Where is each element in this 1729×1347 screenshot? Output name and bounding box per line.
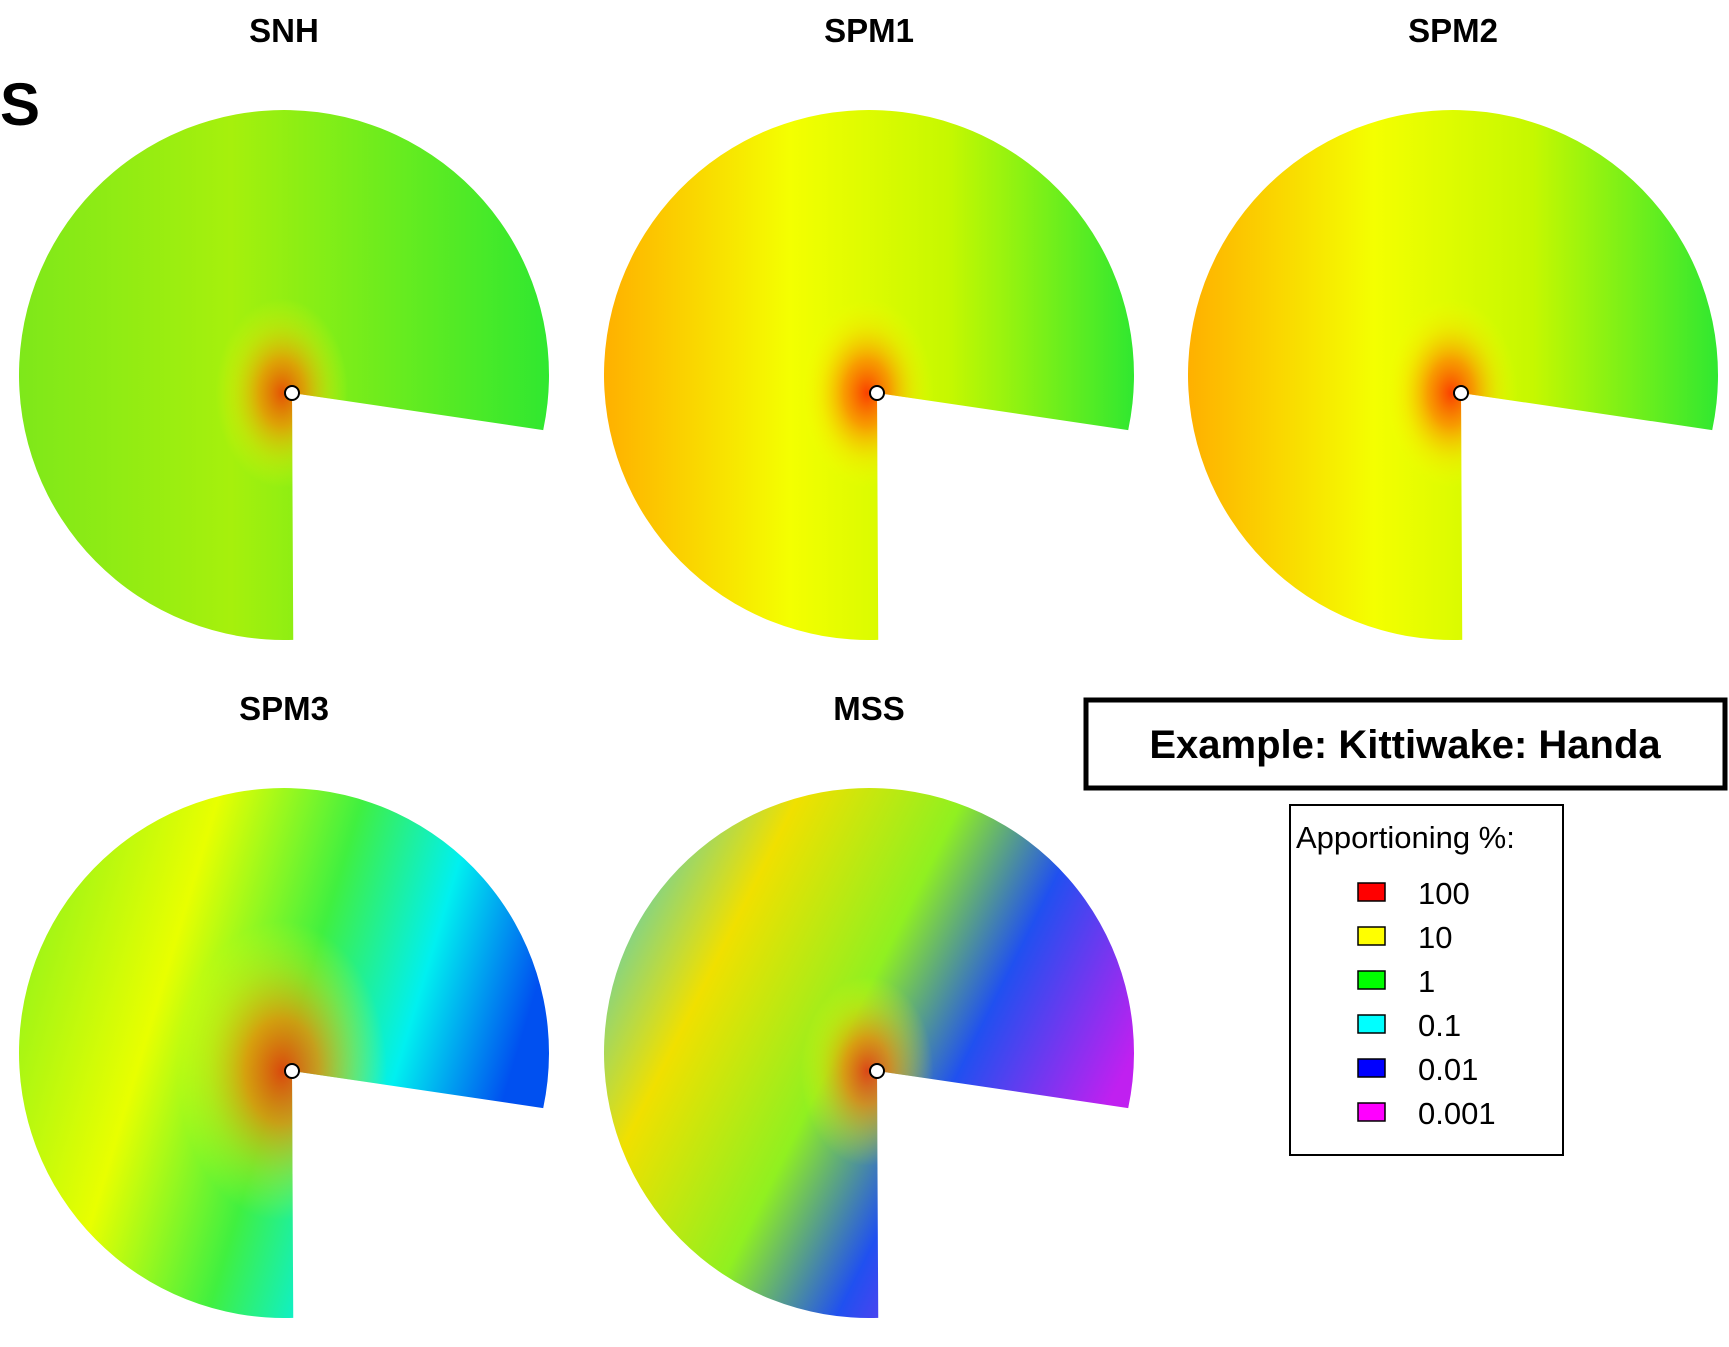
map-hotspot bbox=[801, 298, 934, 488]
map-panel: SPM3 bbox=[19, 690, 549, 1318]
colony-marker bbox=[870, 386, 884, 400]
colony-marker bbox=[1454, 386, 1468, 400]
legend-title: Apportioning %: bbox=[1296, 820, 1515, 855]
legend-label: 0.1 bbox=[1418, 1008, 1461, 1043]
map-hotspot bbox=[216, 298, 349, 488]
map-title: SPM1 bbox=[824, 12, 914, 49]
colony-marker bbox=[285, 386, 299, 400]
legend-label: 10 bbox=[1418, 920, 1452, 955]
map-surface bbox=[19, 110, 549, 640]
map-panel: SPM2 bbox=[1188, 12, 1718, 640]
map-title: SPM2 bbox=[1408, 12, 1498, 49]
map-hotspot bbox=[1385, 298, 1518, 488]
map-panel: SNH bbox=[19, 12, 549, 640]
legend-swatch bbox=[1358, 971, 1385, 989]
map-title: MSS bbox=[833, 690, 905, 727]
map-panel: SPM1 bbox=[604, 12, 1134, 640]
example-label: Example: Kittiwake: Handa bbox=[1149, 723, 1661, 767]
colony-marker bbox=[870, 1064, 884, 1078]
corner-letter: S bbox=[0, 71, 40, 138]
map-title: SPM3 bbox=[239, 690, 329, 727]
legend-label: 0.01 bbox=[1418, 1052, 1478, 1087]
figure: S SNH SPM1 SPM2 SPM3 MSS Example: Kittiwake:… bbox=[0, 0, 1729, 1347]
legend-swatch bbox=[1358, 1103, 1385, 1121]
map-surface bbox=[604, 788, 1134, 1318]
legend-swatch bbox=[1358, 1015, 1385, 1033]
map-hotspot bbox=[177, 921, 387, 1221]
legend-label: 1 bbox=[1418, 964, 1435, 999]
map-hotspot bbox=[801, 976, 934, 1166]
map-surface bbox=[1188, 110, 1718, 640]
legend-label: 100 bbox=[1418, 876, 1470, 911]
map-surface bbox=[19, 788, 549, 1318]
legend-label: 0.001 bbox=[1418, 1096, 1496, 1131]
legend-swatch bbox=[1358, 883, 1385, 901]
legend-swatch bbox=[1358, 1059, 1385, 1077]
map-title: SNH bbox=[249, 12, 319, 49]
map-surface bbox=[604, 110, 1134, 640]
colony-marker bbox=[285, 1064, 299, 1078]
map-panel: MSS bbox=[604, 690, 1134, 1318]
legend-swatch bbox=[1358, 927, 1385, 945]
